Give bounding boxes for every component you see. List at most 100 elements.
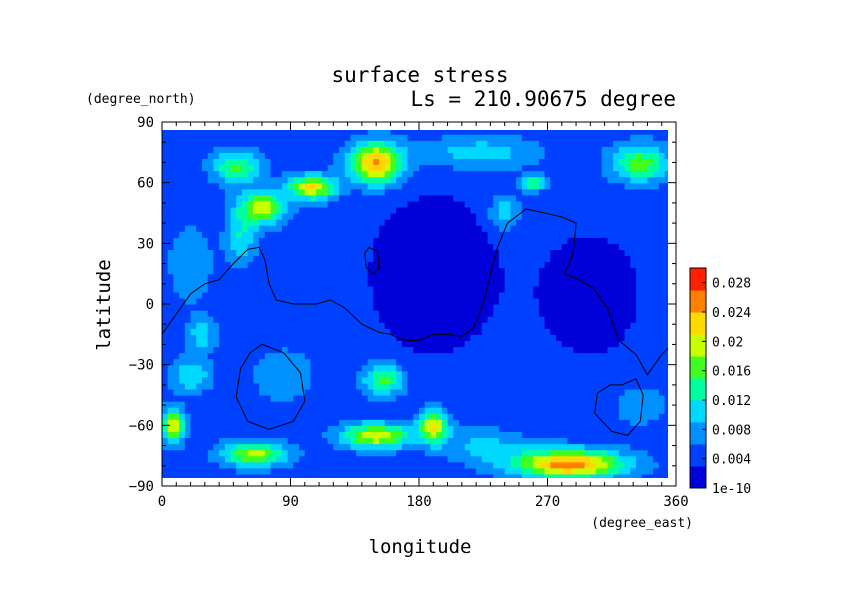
heatmap-cell — [487, 473, 494, 478]
heatmap-cell — [436, 340, 443, 348]
heatmap-cell — [481, 206, 489, 214]
heatmap-cell — [276, 467, 283, 475]
heatmap-cell — [367, 467, 374, 475]
heatmap-cell — [590, 231, 597, 238]
heatmap-cell — [487, 249, 494, 257]
heatmap-cell — [504, 395, 511, 402]
heatmap-cell — [327, 340, 334, 348]
heatmap-cell — [333, 146, 340, 153]
heatmap-cell — [219, 243, 226, 250]
heatmap-cell — [396, 328, 403, 335]
heatmap-cell — [396, 164, 403, 172]
heatmap-cell — [527, 304, 534, 311]
heatmap-cell — [481, 401, 489, 408]
heatmap-cell — [618, 382, 626, 390]
heatmap-cell — [527, 231, 534, 238]
heatmap-cell — [613, 352, 620, 360]
heatmap-cell — [533, 346, 540, 354]
heatmap-cell — [264, 413, 272, 420]
heatmap-cell — [276, 291, 283, 299]
heatmap-cell — [441, 328, 449, 335]
heatmap-cell — [390, 382, 397, 390]
heatmap-cell — [396, 122, 402, 129]
heatmap-cell — [236, 364, 243, 372]
heatmap-cell — [264, 316, 272, 323]
heatmap-cell — [224, 304, 232, 311]
heatmap-cell — [453, 419, 460, 426]
heatmap-cell — [493, 310, 500, 317]
heatmap-cell — [607, 395, 614, 402]
heatmap-cell — [276, 130, 283, 135]
heatmap-cell — [173, 200, 180, 208]
heatmap-cell — [299, 322, 306, 329]
heatmap-cell — [207, 443, 214, 451]
heatmap-cell — [213, 170, 220, 178]
heatmap-cell — [464, 130, 471, 135]
heatmap-cell — [253, 425, 260, 432]
heatmap-cell — [573, 194, 580, 202]
heatmap-cell — [230, 443, 237, 451]
heatmap-cell — [498, 425, 506, 432]
heatmap-cell — [299, 255, 306, 263]
heatmap-cell — [321, 152, 329, 159]
heatmap-cell — [630, 182, 637, 190]
heatmap-cell — [561, 346, 569, 354]
heatmap-cell — [344, 316, 352, 323]
heatmap-cell — [573, 255, 580, 263]
heatmap-cell — [533, 461, 540, 469]
heatmap-cell — [510, 376, 517, 384]
heatmap-cell — [207, 413, 214, 420]
heatmap-cell — [230, 140, 237, 147]
heatmap-cell — [533, 376, 540, 384]
heatmap-cell — [624, 158, 631, 166]
heatmap-cell — [453, 382, 460, 390]
heatmap-cell — [550, 449, 557, 457]
heatmap-cell — [259, 401, 266, 408]
heatmap-cell — [162, 219, 169, 226]
heatmap-cell — [521, 467, 529, 475]
heatmap-cell — [618, 134, 626, 141]
heatmap-cell — [607, 291, 614, 299]
heatmap-cell — [179, 376, 186, 384]
heatmap-cell — [350, 297, 357, 305]
heatmap-cell — [310, 130, 317, 135]
heatmap-cell — [179, 130, 186, 135]
heatmap-cell — [367, 130, 374, 135]
heatmap-cell — [339, 130, 346, 135]
heatmap-cell — [184, 443, 192, 451]
heatmap-cell — [550, 473, 557, 478]
heatmap-cell — [253, 358, 260, 366]
heatmap-cell — [287, 449, 294, 457]
heatmap-cell — [453, 176, 460, 184]
heatmap-cell — [516, 437, 523, 445]
heatmap-cell — [419, 455, 426, 463]
heatmap-cell — [207, 231, 214, 238]
heatmap-cell — [401, 164, 409, 172]
heatmap-cell — [304, 243, 312, 250]
heatmap-cell — [590, 243, 597, 250]
heatmap-cell — [424, 346, 432, 354]
heatmap-cell — [516, 158, 523, 166]
heatmap-cell — [573, 249, 580, 257]
heatmap-cell — [327, 206, 334, 214]
heatmap-cell — [527, 273, 534, 281]
heatmap-cell — [213, 370, 220, 378]
heatmap-cell — [493, 206, 500, 214]
heatmap-cell — [613, 285, 620, 293]
heatmap-cell — [601, 134, 609, 141]
heatmap-cell — [424, 200, 432, 208]
heatmap-cell — [630, 152, 637, 159]
heatmap-cell — [538, 382, 546, 390]
heatmap-cell — [487, 340, 494, 348]
heatmap-cell — [441, 431, 449, 439]
heatmap-cell — [561, 340, 569, 348]
heatmap-cell — [624, 255, 631, 263]
heatmap-cell — [350, 443, 357, 451]
heatmap-cell — [219, 443, 226, 451]
heatmap-cell — [304, 188, 312, 196]
heatmap-cell — [590, 443, 597, 451]
heatmap-cell — [630, 316, 637, 323]
heatmap-cell — [447, 158, 454, 166]
heatmap-cell — [379, 431, 386, 439]
heatmap-cell — [538, 473, 546, 478]
